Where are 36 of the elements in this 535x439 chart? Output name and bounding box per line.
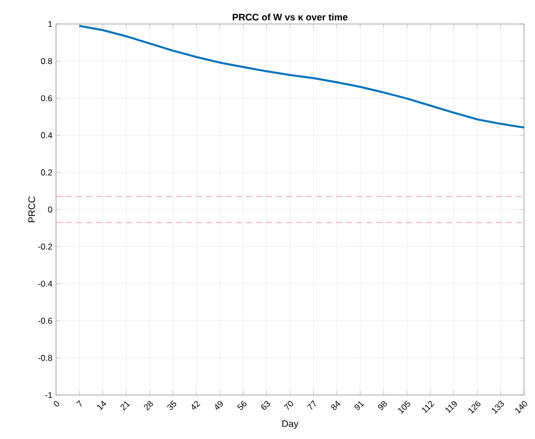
y-tick-label: 0.6 <box>41 95 52 102</box>
y-tick-label: -0.6 <box>38 318 52 324</box>
y-tick-label: 0.2 <box>41 169 52 176</box>
x-tick-label: 105 <box>398 400 410 414</box>
x-tick-label: 14 <box>97 400 106 410</box>
x-tick-label: 28 <box>144 400 153 411</box>
x-tick-label: 84 <box>331 400 340 410</box>
x-tick-label: 56 <box>237 400 246 410</box>
x-tick-label: 98 <box>378 400 387 410</box>
x-tick-label: 0 <box>54 401 60 406</box>
x-tick-label: 126 <box>468 400 480 414</box>
x-tick-label: 91 <box>354 401 364 410</box>
x-tick-label: 21 <box>120 401 130 411</box>
x-tick-label: 119 <box>446 401 457 414</box>
x-tick-label: 140 <box>515 401 528 414</box>
x-tick-label: 70 <box>284 401 294 410</box>
y-axis-title: PRCC <box>28 196 36 222</box>
x-tick-label: 77 <box>307 400 316 410</box>
x-tick-label: 112 <box>422 400 434 414</box>
x-tick-label: 35 <box>167 400 176 410</box>
y-tick-label: 0 <box>48 206 52 212</box>
y-tick-label: -1 <box>45 392 52 398</box>
chart-title: PRCC of W vs κ over time <box>232 14 348 20</box>
x-tick-label: 133 <box>492 400 504 414</box>
x-tick-label: 63 <box>261 400 270 410</box>
y-tick-label: 0.8 <box>41 58 52 64</box>
x-axis-title: Day <box>282 420 298 429</box>
line-series <box>78 24 524 129</box>
y-tick-label: 1 <box>48 21 52 27</box>
x-tick-label: 49 <box>215 401 223 410</box>
y-tick-label: -0.8 <box>38 354 52 361</box>
x-tick-label: 7 <box>76 400 82 406</box>
y-tick-label: -0.4 <box>38 280 52 287</box>
x-tick-label: 42 <box>192 400 200 410</box>
y-tick-label: -0.2 <box>38 244 52 250</box>
y-tick-label: 0.4 <box>41 132 52 138</box>
